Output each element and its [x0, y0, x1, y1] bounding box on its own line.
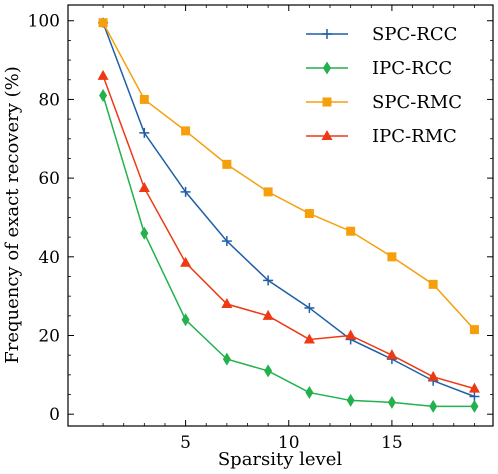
data-point-spc-rmc	[263, 187, 273, 197]
legend-entry-ipc-rcc: IPC-RCC	[306, 58, 452, 79]
data-point-ipc-rcc	[140, 226, 149, 240]
data-point-spc-rcc	[221, 236, 232, 247]
legend-entry-spc-rcc: SPC-RCC	[306, 24, 457, 45]
data-point-spc-rcc	[304, 302, 315, 313]
legend-label: IPC-RCC	[372, 58, 452, 79]
data-point-spc-rmc	[98, 18, 108, 28]
data-point-ipc-rmc	[345, 329, 357, 340]
data-point-ipc-rcc	[222, 352, 231, 366]
data-point-spc-rmc	[428, 279, 438, 289]
plot-frame	[67, 4, 494, 427]
data-point-spc-rcc	[263, 275, 274, 286]
data-point-ipc-rmc	[468, 382, 480, 393]
data-point-ipc-rcc	[429, 399, 438, 413]
legend-marker	[322, 97, 332, 107]
data-point-spc-rmc	[181, 126, 191, 136]
data-point-spc-rmc	[304, 209, 314, 219]
y-tick-label: 40	[38, 248, 60, 268]
y-axis-label: Frequency of exact recovery (%)	[2, 66, 23, 364]
data-point-ipc-rmc	[180, 256, 192, 267]
data-point-spc-rmc	[387, 252, 397, 262]
data-point-ipc-rmc	[97, 69, 109, 80]
data-point-ipc-rmc	[138, 181, 150, 192]
legend-label: IPC-RMC	[372, 126, 457, 147]
data-point-ipc-rmc	[386, 349, 398, 360]
y-tick-label: 100	[28, 12, 60, 32]
y-tick-label: 80	[38, 90, 60, 110]
data-point-spc-rmc	[469, 325, 479, 335]
axes-ticks: 0 20 40 60 80 100 5 10 15	[28, 5, 493, 453]
series-line-spc-rcc	[102, 22, 475, 398]
data-point-spc-rcc	[469, 391, 480, 402]
y-tick-label: 20	[38, 327, 60, 347]
data-point-spc-rmc	[222, 159, 232, 169]
data-point-ipc-rmc	[427, 370, 439, 381]
data-point-ipc-rcc	[264, 364, 273, 378]
legend-marker	[321, 130, 333, 140]
y-tick-label: 60	[38, 169, 60, 189]
series-line-spc-rmc	[102, 22, 475, 331]
series-lines	[97, 17, 480, 413]
series-line-ipc-rcc	[102, 95, 475, 408]
data-point-spc-rcc	[180, 186, 191, 197]
data-point-ipc-rmc	[262, 309, 274, 320]
legend-label: SPC-RCC	[372, 24, 457, 45]
data-point-ipc-rcc	[470, 399, 479, 413]
legend-marker	[322, 29, 332, 39]
legend-entry-spc-rmc: SPC-RMC	[306, 92, 462, 113]
data-point-ipc-rcc	[346, 393, 355, 407]
data-point-spc-rmc	[139, 94, 149, 104]
x-tick-label: 10	[278, 433, 300, 453]
x-axis-label: Sparsity level	[218, 449, 343, 470]
legend-entry-ipc-rmc: IPC-RMC	[306, 126, 457, 147]
data-point-spc-rcc	[139, 127, 150, 138]
data-point-ipc-rcc	[99, 88, 108, 102]
series-line-ipc-rmc	[102, 75, 475, 390]
data-point-ipc-rmc	[221, 298, 233, 309]
data-point-ipc-rcc	[181, 313, 190, 327]
legend: SPC-RCC IPC-RCC SPC-RMC IPC-RMC	[306, 24, 462, 147]
x-tick-label: 5	[180, 433, 191, 453]
data-point-spc-rmc	[346, 226, 356, 236]
legend-marker	[323, 61, 331, 75]
x-tick-label: 15	[381, 433, 403, 453]
data-point-ipc-rcc	[305, 386, 314, 400]
data-point-ipc-rmc	[303, 333, 315, 344]
legend-label: SPC-RMC	[372, 92, 462, 113]
data-point-ipc-rcc	[387, 395, 396, 409]
y-tick-label: 0	[49, 405, 60, 425]
